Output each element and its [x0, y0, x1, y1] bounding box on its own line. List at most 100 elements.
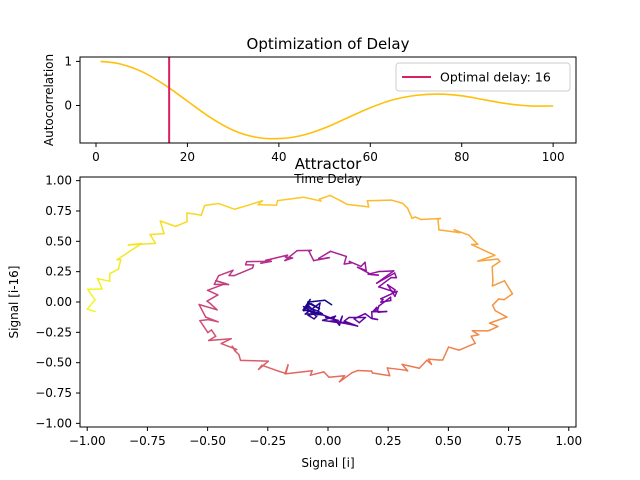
legend-box	[395, 62, 571, 92]
trajectory-segment	[453, 229, 470, 236]
trajectory-segment	[303, 302, 311, 312]
trajectory-segment	[360, 261, 366, 268]
y-tick-label: −0.75	[35, 386, 72, 400]
trajectory-segment	[96, 277, 111, 283]
x-tick-label: 100	[542, 150, 565, 164]
legend-label: Optimal delay: 16	[440, 70, 551, 85]
trajectory-segment	[386, 367, 391, 377]
trajectory-segment	[477, 258, 499, 262]
y-tick-label: 1	[64, 54, 72, 68]
trajectory-segment	[278, 370, 287, 375]
trajectory-segment	[206, 289, 219, 296]
trajectory-segment	[308, 250, 315, 262]
trajectory-segment	[318, 250, 332, 260]
x-tick-label: −0.50	[189, 434, 226, 448]
trajectory-segment	[264, 254, 289, 262]
trajectory-segment	[247, 199, 264, 207]
trajectory-segment	[406, 207, 413, 220]
y-tick-label: −0.25	[35, 325, 72, 339]
trajectory-segment	[203, 202, 220, 207]
trajectory-segment	[117, 258, 122, 270]
trajectory-segment	[364, 312, 372, 319]
trajectory-segment	[340, 200, 348, 206]
trajectory-segment	[345, 322, 359, 327]
trajectory-segment	[488, 322, 499, 328]
trajectory-segment	[491, 304, 496, 312]
autocorrelation-title: Optimization of Delay	[247, 35, 410, 53]
autocorrelation-legend: Optimal delay: 16	[395, 62, 571, 92]
autocorrelation-series	[100, 60, 554, 140]
trajectory-segment	[470, 334, 480, 337]
trajectory-segment	[401, 363, 421, 369]
trajectory-segment	[217, 202, 236, 210]
y-tick-label: 1.00	[45, 174, 72, 188]
x-tick-label: 0.50	[435, 434, 462, 448]
trajectory-segment	[302, 196, 322, 202]
trajectory-segment	[470, 243, 496, 257]
trajectory-segment	[199, 318, 209, 322]
trajectory-segment	[261, 364, 281, 373]
trajectory-segment	[386, 367, 407, 371]
trajectory-segment	[366, 199, 370, 208]
trajectory-segment	[437, 218, 440, 231]
trajectory-segment	[257, 203, 278, 206]
y-tick-label: 0.50	[45, 234, 72, 248]
trajectory-segment	[353, 318, 360, 324]
trajectory-segment	[276, 196, 305, 202]
trajectory-segment	[198, 303, 218, 311]
trajectory-segment	[285, 364, 289, 375]
trajectory-segment	[159, 220, 165, 235]
trajectory-segment	[302, 309, 319, 314]
autocorrelation-y-label: Autocorrelation	[42, 54, 56, 146]
trajectory-segment	[306, 299, 326, 303]
attractor-trajectory	[86, 194, 514, 383]
trajectory-segment	[257, 360, 270, 371]
trajectory-segment	[109, 268, 120, 275]
trajectory-segment	[358, 316, 367, 324]
x-tick-label: −1.00	[69, 434, 106, 448]
trajectory-segment	[328, 375, 346, 379]
y-tick-label: −0.50	[35, 356, 72, 370]
y-tick-label: 0.25	[45, 265, 72, 279]
trajectory-segment	[275, 199, 279, 206]
trajectory-segment	[491, 265, 494, 282]
autocorrelation-line	[100, 60, 554, 140]
trajectory-segment	[491, 280, 506, 287]
trajectory-segment	[174, 220, 188, 228]
trajectory-segment	[233, 204, 249, 210]
trajectory-segment	[239, 359, 270, 362]
attractor-y-label: Signal [i-16]	[7, 266, 21, 339]
trajectory-segment	[234, 350, 240, 356]
trajectory-segment	[209, 302, 218, 311]
x-tick-label: 80	[454, 150, 469, 164]
trajectory-segment	[367, 270, 380, 276]
x-tick-label: −0.25	[249, 434, 286, 448]
trajectory-segment	[414, 216, 422, 221]
trajectory-segment	[491, 260, 501, 268]
trajectory-segment	[86, 288, 96, 301]
trajectory-segment	[378, 276, 392, 288]
trajectory-segment	[207, 335, 217, 342]
trajectory-segment	[447, 346, 460, 351]
trajectory-segment	[116, 242, 143, 261]
x-tick-label: 0.25	[375, 434, 402, 448]
autocorrelation-panel: Optimization of Delay 0 20 40 60 80 100 01 Au…	[42, 35, 577, 164]
trajectory-segment	[323, 371, 330, 379]
trajectory-segment	[309, 371, 325, 376]
trajectory-segment	[348, 260, 362, 268]
x-tick-label: 0.75	[495, 434, 522, 448]
trajectory-segment	[186, 212, 203, 216]
trajectory-segment	[357, 369, 373, 372]
trajectory-segment	[310, 303, 321, 310]
trajectory-segment	[491, 298, 500, 307]
trajectory-segment	[497, 298, 505, 301]
trajectory-segment	[329, 194, 342, 202]
trajectory-segment	[86, 308, 96, 313]
trajectory-segment	[206, 294, 219, 302]
trajectory-segment	[317, 256, 331, 260]
trajectory-segment	[380, 290, 398, 300]
trajectory-segment	[127, 242, 157, 246]
trajectory-segment	[213, 274, 220, 286]
trajectory-segment	[321, 315, 337, 322]
